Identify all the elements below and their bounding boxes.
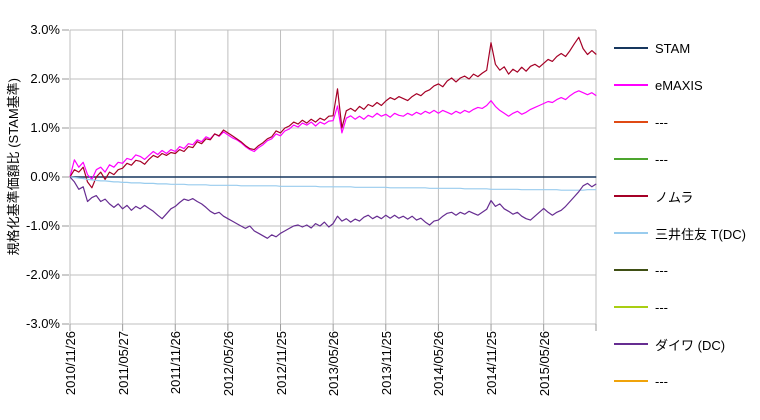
- series-line-ダイワ (DC): [69, 176, 597, 239]
- legend-swatch: [614, 158, 648, 160]
- legend-item: ノムラ: [614, 188, 694, 205]
- legend-label: ---: [655, 299, 668, 315]
- legend-swatch: [614, 380, 648, 382]
- legend-label: 三井住友 T(DC): [655, 226, 746, 242]
- legend-swatch: [614, 343, 648, 345]
- series-line-eMAXIS: [69, 90, 597, 180]
- x-tick-label: 2011/05/27: [115, 331, 131, 396]
- y-tick-label: 0.0%: [30, 169, 60, 184]
- y-tick-label: 2.0%: [30, 71, 60, 86]
- legend-swatch: [614, 47, 648, 49]
- y-tick-label: 3.0%: [30, 22, 60, 37]
- x-tick-label: 2012/05/26: [220, 331, 236, 397]
- legend-item: ---: [614, 373, 668, 389]
- y-tick-label: -1.0%: [26, 218, 60, 233]
- x-tick-label: 2014/11/25: [484, 331, 500, 396]
- legend-swatch: [614, 121, 648, 123]
- legend-swatch: [614, 306, 648, 308]
- x-tick-label: 2011/11/26: [168, 331, 184, 395]
- legend-item: 三井住友 T(DC): [614, 225, 746, 242]
- legend-label: ノムラ: [655, 189, 694, 205]
- x-tick-label: 2015/05/26: [536, 331, 552, 397]
- legend-swatch: [614, 195, 648, 197]
- x-tick-label: 2013/11/25: [378, 331, 394, 396]
- legend-item: eMAXIS: [614, 77, 703, 93]
- legend-label: ダイワ (DC): [655, 337, 726, 353]
- series-line-ノムラ: [69, 36, 597, 189]
- y-tick-label: -3.0%: [26, 316, 60, 331]
- legend-label: ---: [655, 114, 668, 130]
- legend-label: ---: [655, 373, 668, 389]
- legend-label: STAM: [655, 40, 691, 56]
- legend-label: ---: [655, 262, 668, 278]
- x-tick-label: 2010/11/26: [63, 331, 78, 396]
- x-tick-label: 2014/05/26: [431, 331, 447, 397]
- legend-swatch: [614, 269, 648, 271]
- legend-item: ---: [614, 114, 668, 130]
- legend-item: ---: [614, 151, 668, 167]
- legend-label: ---: [655, 151, 668, 167]
- legend-item: ---: [614, 299, 668, 315]
- legend-label: eMAXIS: [655, 77, 703, 93]
- x-tick-label: 2013/05/26: [326, 331, 342, 397]
- legend-swatch: [614, 84, 648, 86]
- y-tick-label: -2.0%: [26, 267, 60, 282]
- legend-item: STAM: [614, 40, 690, 56]
- y-tick-label: 1.0%: [30, 120, 60, 135]
- legend-item: ---: [614, 262, 668, 278]
- series-line-三井住友 T(DC): [69, 176, 597, 191]
- x-tick-label: 2012/11/25: [273, 331, 289, 396]
- legend-item: ダイワ (DC): [614, 336, 726, 353]
- legend-swatch: [614, 232, 648, 234]
